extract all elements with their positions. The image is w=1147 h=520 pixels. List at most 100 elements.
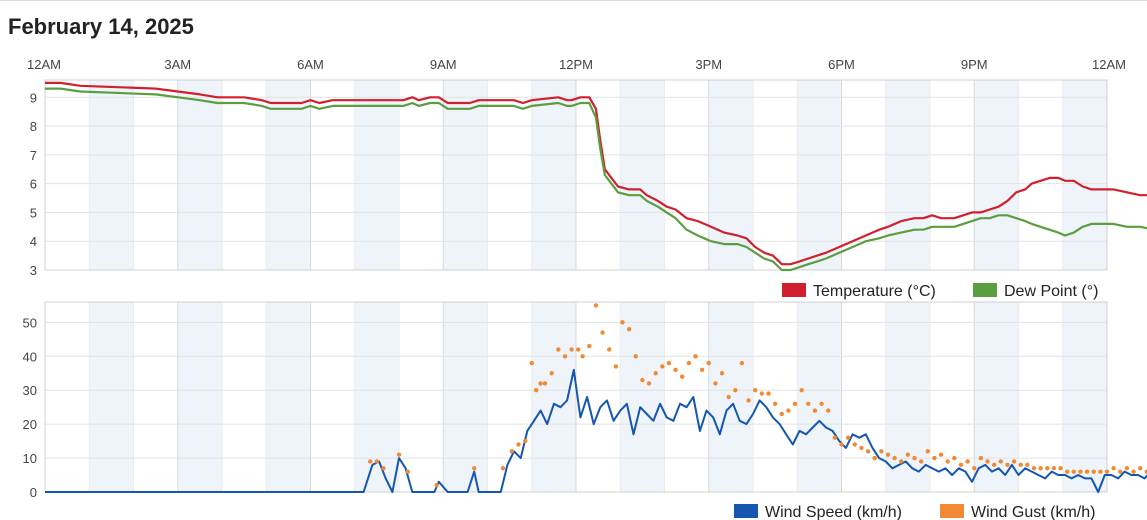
wind-gust-point — [576, 347, 581, 352]
hour-band — [797, 80, 842, 270]
wind-gust-point — [879, 449, 884, 454]
wind-gust-point — [719, 371, 725, 376]
wind-gust-point — [405, 469, 411, 474]
wind-gust-point — [368, 459, 373, 464]
hour-band — [1062, 80, 1107, 270]
wind-gust-point — [600, 330, 605, 335]
wind-gust-point — [666, 360, 672, 366]
y-tick-label: 4 — [30, 234, 37, 249]
wind-gust-point — [533, 388, 539, 393]
time-label: 12PM — [559, 57, 593, 72]
wind-gust-point — [753, 388, 758, 393]
time-label: 9PM — [961, 57, 988, 72]
wind-gust-point — [1064, 469, 1070, 474]
wind-gust-point — [1058, 466, 1063, 471]
wind-gust-point — [396, 452, 402, 457]
wind-gust-point — [1078, 469, 1083, 474]
hour-band — [443, 302, 488, 492]
wind-gust-point — [660, 364, 665, 369]
y-tick-label: 8 — [30, 119, 37, 134]
wind-gust-point — [1118, 469, 1123, 474]
wind-gust-point — [892, 455, 897, 461]
wind-gust-point — [562, 354, 568, 359]
wind-gust-point — [779, 411, 784, 417]
wind-gust-point — [952, 455, 957, 461]
hour-band — [531, 80, 576, 270]
wind-gust-point — [1038, 466, 1043, 471]
wind-gust-point — [1011, 459, 1017, 464]
wind-speed-line — [45, 368, 1147, 493]
wind-gust-point — [885, 452, 891, 457]
wind-gust-point — [626, 326, 632, 332]
y-tick-label: 30 — [23, 383, 37, 398]
wind-gust-point — [1051, 466, 1057, 471]
wind-gust-point — [500, 466, 506, 471]
wind-gust-point — [972, 466, 977, 471]
wind-gust-point — [792, 401, 798, 406]
wind-gust-point — [918, 459, 924, 464]
wind-gust-point — [549, 371, 554, 376]
wind-gust-point — [799, 388, 804, 393]
hour-band — [266, 302, 311, 492]
wind-gust-point — [845, 435, 851, 440]
wind-gust-point — [509, 449, 515, 454]
wind-gust-point — [673, 367, 678, 373]
hour-band — [620, 302, 665, 492]
time-label: 12AM — [1092, 57, 1126, 72]
wind-gust-point — [1025, 462, 1030, 468]
y-tick-label: 10 — [23, 451, 37, 466]
wind-gust-point — [680, 374, 685, 379]
wind-gust-point — [759, 391, 765, 396]
wind-gust-point — [998, 459, 1003, 464]
time-label: 3PM — [695, 57, 722, 72]
hour-band — [89, 302, 134, 492]
wind-gust-point — [693, 354, 698, 359]
wind-gust-point — [434, 483, 439, 488]
wind-gust-point — [538, 381, 543, 386]
wind-gust-point — [1111, 466, 1116, 471]
wind-gust-point — [593, 303, 599, 308]
wind-gust-point — [653, 371, 658, 376]
wind-gust-point — [812, 408, 818, 413]
time-label: 6AM — [297, 57, 324, 72]
wind-gust-point — [819, 401, 824, 406]
wind-gust-point — [1091, 469, 1096, 474]
time-axis-labels: 12AM 3AM 6AM 9AM 12PM 3PM 6PM 9PM 12AM — [27, 57, 1126, 72]
top-divider — [0, 0, 1147, 1]
wind-gust-point — [905, 452, 911, 457]
wind-gust-point — [1031, 466, 1037, 471]
wind-gust-point — [640, 377, 645, 383]
wind-gust-point — [587, 343, 592, 349]
wind-gust-point — [613, 364, 619, 369]
wind-gust-point — [1131, 469, 1136, 474]
wind-gust-point — [958, 462, 964, 468]
wind-speed-legend-swatch — [734, 504, 758, 518]
wind-gust-point — [713, 381, 718, 386]
wind-gust-point — [580, 354, 585, 359]
wind-gust-point — [786, 408, 791, 413]
wind-gust-point — [1018, 462, 1023, 468]
y-tick-label: 3 — [30, 263, 37, 278]
time-label: 12AM — [27, 57, 61, 72]
wind-gust-point — [1005, 462, 1010, 468]
wind-gust-point — [1045, 466, 1050, 471]
y-tick-label: 20 — [23, 417, 37, 432]
wind-legend: Wind Speed (km/h) Wind Gust (km/h) — [734, 504, 1095, 520]
wind-chart: 0 10 20 30 40 50 — [23, 301, 1147, 500]
wind-gust-point — [620, 320, 625, 325]
wind-gust-point — [1144, 469, 1147, 474]
wind-gust-point — [569, 347, 574, 352]
hour-band — [266, 80, 311, 270]
wind-gust-point — [746, 398, 751, 403]
hour-band — [708, 302, 753, 492]
wind-gust-point — [522, 438, 528, 444]
wind-gust-point — [726, 394, 731, 400]
time-label: 3AM — [164, 57, 191, 72]
dew-point-legend-label: Dew Point (°) — [1004, 283, 1098, 300]
wind-gust-point — [733, 388, 738, 393]
wind-speed-legend-label: Wind Speed (km/h) — [765, 504, 902, 520]
hour-band — [974, 302, 1019, 492]
wind-gust-legend-swatch — [940, 504, 964, 518]
y-tick-label: 5 — [30, 205, 37, 220]
